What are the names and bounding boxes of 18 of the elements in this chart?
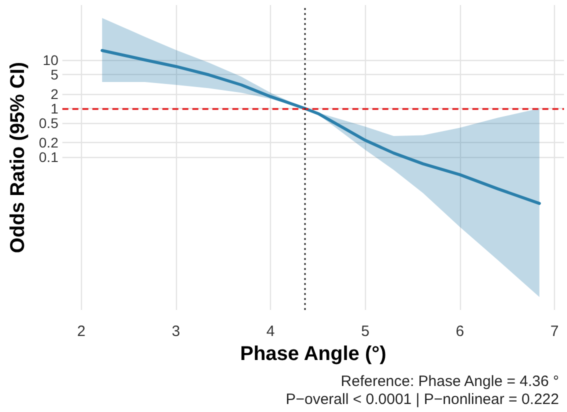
y-tick-label: 0.1 xyxy=(38,148,59,165)
y-tick-label: 5 xyxy=(50,66,59,82)
y-axis-title: Odds Ratio (95% CI) xyxy=(7,62,29,254)
x-tick-label: 6 xyxy=(456,323,464,340)
y-tick-label: 0.2 xyxy=(38,134,59,150)
y-tick-label: 10 xyxy=(42,52,59,68)
x-axis-title: Phase Angle (°) xyxy=(240,343,386,365)
x-tick-label: 3 xyxy=(172,323,180,340)
y-tick-label: 1 xyxy=(50,100,59,116)
x-tick-label: 4 xyxy=(266,323,275,340)
x-tick-label: 2 xyxy=(77,323,86,340)
text: Reference: Phase Angle = 4.36 ° xyxy=(340,373,559,390)
y-tick-label: 2 xyxy=(50,86,59,102)
x-tick-label: 5 xyxy=(361,323,370,340)
x-tick-label: 7 xyxy=(550,323,559,340)
y-tick-label: 0.5 xyxy=(38,114,59,131)
line-series xyxy=(100,48,541,205)
text: P−overall < 0.0001 | P−nonlinear = 0.222 xyxy=(286,391,559,408)
